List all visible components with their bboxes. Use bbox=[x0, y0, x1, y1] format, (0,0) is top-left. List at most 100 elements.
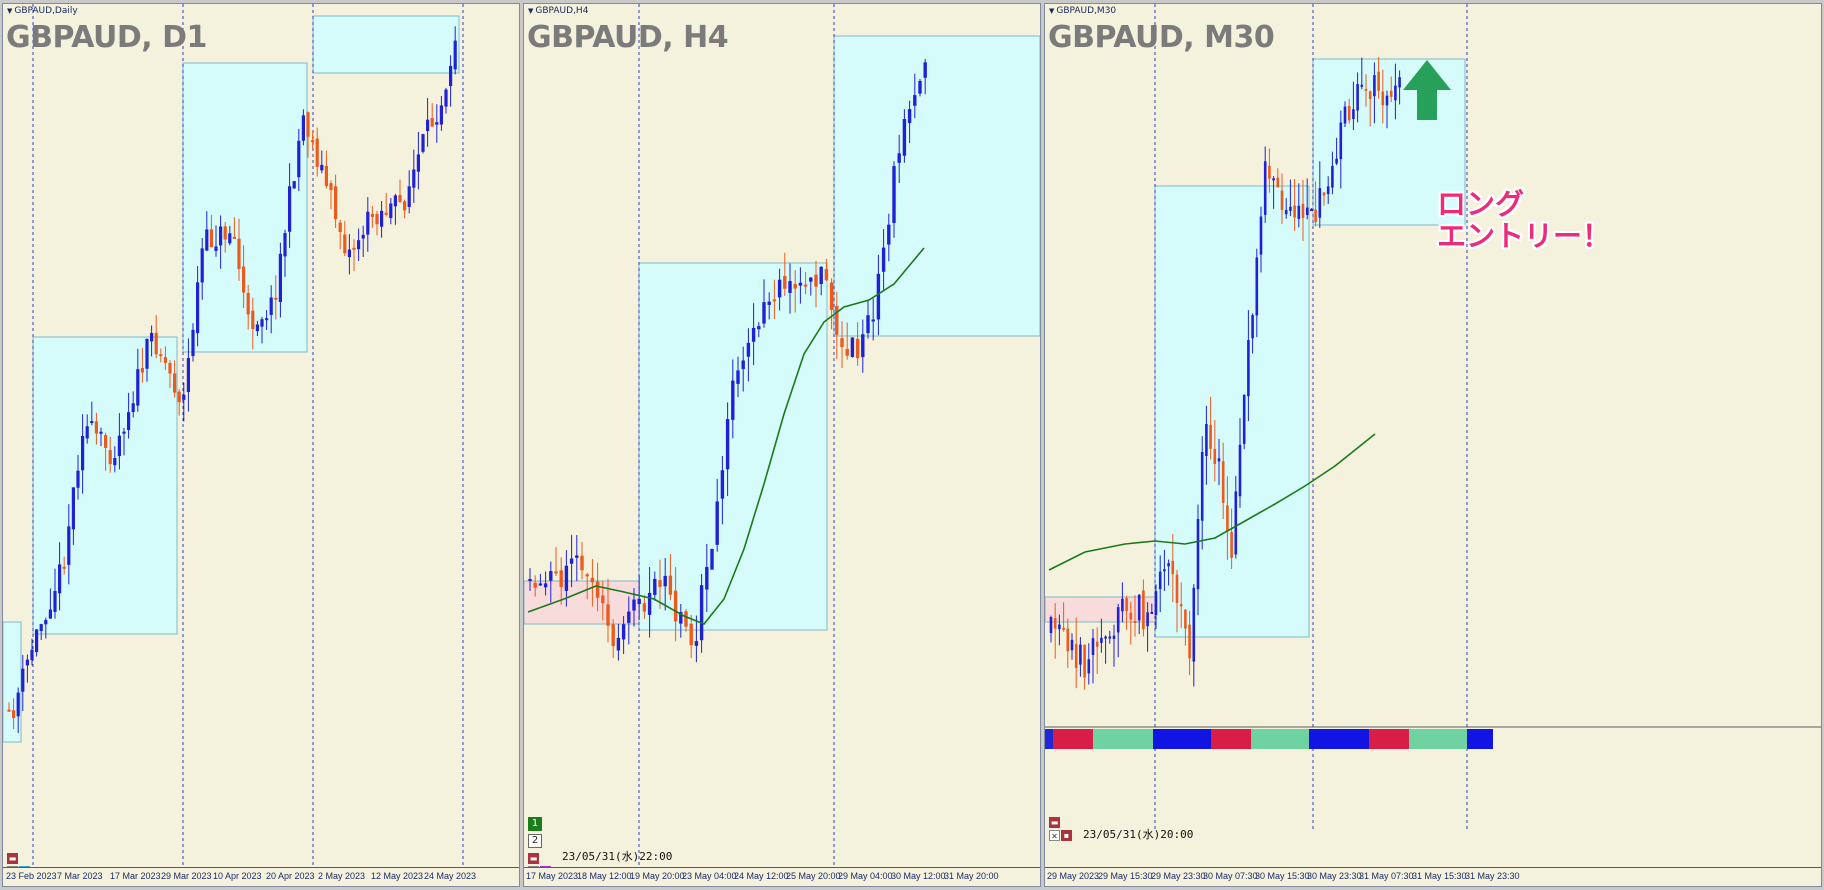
dropdown-triangle-icon[interactable]: ▼ bbox=[1049, 7, 1055, 15]
x-tick-label: 17 Mar 2023 bbox=[110, 871, 161, 881]
x-tick-label: 12 May 2023 bbox=[371, 871, 424, 881]
candle-body bbox=[611, 624, 615, 647]
candle-body bbox=[375, 213, 379, 225]
up-arrow-icon bbox=[1403, 60, 1451, 120]
candle-body bbox=[1343, 106, 1347, 124]
candle-body bbox=[601, 595, 605, 604]
candle-body bbox=[751, 327, 756, 342]
candle-body bbox=[1356, 84, 1359, 111]
chart-canvas-h4[interactable] bbox=[524, 4, 1040, 870]
x-tick-label: 24 May 12:00 bbox=[734, 871, 789, 881]
candle-body bbox=[1209, 424, 1212, 449]
candle-body bbox=[407, 186, 411, 207]
candle-body bbox=[1053, 618, 1057, 629]
close-icon[interactable]: ✕ bbox=[1049, 830, 1060, 841]
candle-body bbox=[861, 334, 865, 358]
candle-body bbox=[1226, 505, 1229, 531]
candle-body bbox=[1335, 158, 1338, 164]
candle-body bbox=[94, 421, 98, 434]
candle-body bbox=[918, 80, 922, 94]
candle-body bbox=[554, 571, 558, 574]
candle-body bbox=[1347, 105, 1351, 121]
chart-panel-m30[interactable]: ▼ GBPAUD,M30 GBPAUD, M30 ロング エントリー！ ▬ ✕ ▪… bbox=[1044, 3, 1822, 887]
candle-body bbox=[569, 558, 574, 564]
candle-body bbox=[347, 249, 351, 258]
candle-body bbox=[58, 564, 62, 594]
candle-body bbox=[1247, 340, 1250, 397]
candle-body bbox=[549, 571, 553, 581]
candle-body bbox=[1276, 177, 1280, 188]
chart-window-title: ▼ GBPAUD,Daily bbox=[7, 6, 78, 16]
candle-body bbox=[85, 426, 89, 439]
minimize-button[interactable]: ▬ bbox=[1049, 817, 1060, 828]
candle-body bbox=[1238, 444, 1242, 497]
indicator-band-segment bbox=[1045, 729, 1053, 749]
x-tick-label: 24 May 2023 bbox=[424, 871, 477, 881]
candle-body bbox=[1234, 491, 1238, 555]
chart-panel-d1[interactable]: ▼GBPAUD,Daily GBPAUD, D1 ▬ ✕ ▪ 23 Feb 20… bbox=[2, 3, 520, 887]
candle-body bbox=[1322, 192, 1326, 196]
candle-body bbox=[108, 450, 112, 465]
x-tick-label: 10 Apr 2023 bbox=[213, 871, 262, 881]
dropdown-triangle-icon[interactable]: ▼ bbox=[528, 7, 534, 15]
candle-body bbox=[1079, 644, 1082, 665]
moving-average-line bbox=[527, 247, 925, 625]
candle-body bbox=[449, 65, 453, 87]
candle-body bbox=[292, 181, 296, 189]
candle-body bbox=[1100, 637, 1103, 643]
minimize-button[interactable]: ▬ bbox=[528, 853, 539, 864]
settings-icon[interactable]: ▪ bbox=[1061, 830, 1072, 841]
candle-body bbox=[1091, 638, 1095, 655]
candle-body bbox=[435, 122, 439, 125]
candle-body bbox=[21, 668, 25, 692]
candle-body bbox=[343, 234, 347, 254]
button-2[interactable]: 2 bbox=[528, 834, 542, 848]
candle-body bbox=[228, 233, 232, 244]
candle-body bbox=[288, 186, 292, 232]
candle-body bbox=[616, 637, 621, 651]
candle-body bbox=[315, 138, 319, 167]
candle-body bbox=[1200, 451, 1204, 521]
candle-body bbox=[352, 247, 356, 250]
candle-body bbox=[528, 579, 532, 582]
x-tick-label: 30 May 07:30 bbox=[1203, 871, 1258, 881]
candle-body bbox=[150, 332, 154, 342]
candle-body bbox=[575, 555, 579, 558]
x-tick-label: 18 May 12:00 bbox=[577, 871, 632, 881]
candle-body bbox=[76, 470, 80, 488]
candle-body bbox=[117, 435, 121, 457]
candle-body bbox=[283, 233, 287, 257]
chart-canvas-m30[interactable] bbox=[1045, 4, 1821, 870]
dropdown-triangle-icon[interactable]: ▼ bbox=[7, 7, 13, 15]
candle-body bbox=[177, 391, 181, 403]
candle-body bbox=[1213, 448, 1217, 465]
candle-body bbox=[380, 210, 384, 227]
candle-body bbox=[731, 380, 735, 420]
chart-canvas-d1[interactable] bbox=[3, 4, 519, 870]
window-title-label: GBPAUD,Daily bbox=[14, 6, 78, 16]
minimize-button[interactable]: ▬ bbox=[7, 853, 18, 864]
x-tick-label: 29 Mar 2023 bbox=[161, 871, 212, 881]
candle-body bbox=[173, 373, 177, 393]
candle-body bbox=[923, 62, 927, 78]
candle-body bbox=[1284, 210, 1288, 215]
chart-panel-h4[interactable]: ▼GBPAUD,H4 GBPAUD, H4 1 2 ▬ ✕ ▪ 23/05/31… bbox=[523, 3, 1041, 887]
candle-body bbox=[741, 360, 745, 370]
range-box bbox=[1154, 185, 1310, 638]
candle-body bbox=[1188, 624, 1191, 659]
candle-body bbox=[793, 283, 797, 289]
candle-body bbox=[1121, 598, 1124, 612]
x-tick-label: 17 May 2023 bbox=[526, 871, 579, 881]
range-box bbox=[3, 621, 22, 743]
candle-body bbox=[389, 203, 393, 219]
candle-body bbox=[62, 566, 66, 569]
candle-body bbox=[251, 310, 255, 330]
annotation-text: ロング エントリー！ bbox=[1437, 188, 1611, 252]
button-1[interactable]: 1 bbox=[528, 817, 542, 831]
indicator-band-segment bbox=[1467, 729, 1493, 749]
candle-body bbox=[689, 623, 693, 646]
candle-body bbox=[1339, 122, 1343, 160]
candle-body bbox=[384, 212, 388, 215]
candle-body bbox=[366, 211, 370, 235]
